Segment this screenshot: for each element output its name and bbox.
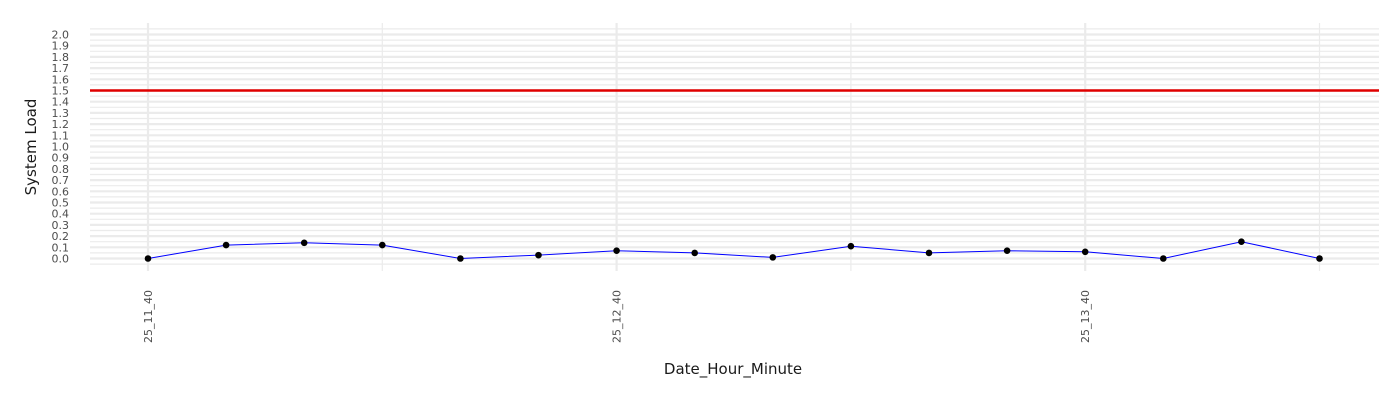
y-tick-label: 0.6	[52, 185, 70, 198]
x-axis-title: Date_Hour_Minute	[664, 360, 802, 379]
data-point	[613, 247, 620, 254]
y-tick-label: 2.0	[52, 29, 70, 42]
y-tick-label: 0.9	[52, 152, 70, 165]
y-axis-title: System Load	[22, 99, 40, 196]
data-point	[457, 255, 464, 262]
y-tick-label: 0.3	[52, 219, 70, 232]
y-tick-label: 1.6	[52, 73, 70, 86]
data-point	[1081, 248, 1089, 256]
y-tick-label: 0.2	[52, 230, 70, 243]
data-point	[769, 254, 777, 261]
series-layer	[147, 241, 1320, 260]
points-layer	[144, 238, 1323, 262]
x-tick-label: 25_13_40	[1079, 290, 1092, 343]
data-point	[144, 255, 152, 262]
y-tick-label: 1.5	[52, 85, 70, 98]
y-tick-label: 0.5	[52, 197, 70, 210]
data-point	[925, 249, 933, 257]
data-point	[1238, 238, 1245, 245]
y-tick-label: 0.7	[52, 174, 70, 187]
series-line	[147, 241, 1320, 260]
data-point	[691, 249, 698, 257]
data-point	[222, 241, 230, 249]
data-point	[1003, 247, 1011, 254]
data-point	[379, 241, 386, 249]
y-tick-label: 0.0	[52, 253, 70, 266]
y-tick-label: 1.2	[52, 118, 70, 131]
y-tick-label: 0.4	[52, 208, 70, 221]
grid-lines	[90, 23, 1379, 271]
y-tick-label: 1.3	[52, 107, 70, 120]
y-tick-label: 1.0	[52, 141, 70, 154]
y-tick-label: 1.1	[52, 129, 70, 142]
data-point	[1160, 255, 1167, 262]
y-tick-label: 0.1	[52, 241, 70, 254]
y-tick-label: 1.4	[52, 96, 70, 109]
data-point	[300, 239, 308, 247]
y-tick-labels: 0.00.10.20.30.40.50.60.70.80.91.01.11.21…	[52, 29, 70, 266]
y-tick-label: 0.8	[52, 163, 70, 176]
x-tick-label: 25_12_40	[611, 290, 624, 343]
y-tick-label: 1.8	[52, 51, 70, 64]
x-tick-label: 25_11_40	[142, 290, 155, 343]
y-tick-label: 1.7	[52, 62, 70, 75]
y-tick-label: 1.9	[52, 40, 70, 53]
data-point	[535, 251, 542, 259]
data-point	[1316, 255, 1323, 262]
data-point	[847, 242, 855, 250]
x-tick-labels: 25_11_40 25_12_40 25_13_40	[142, 290, 1092, 343]
